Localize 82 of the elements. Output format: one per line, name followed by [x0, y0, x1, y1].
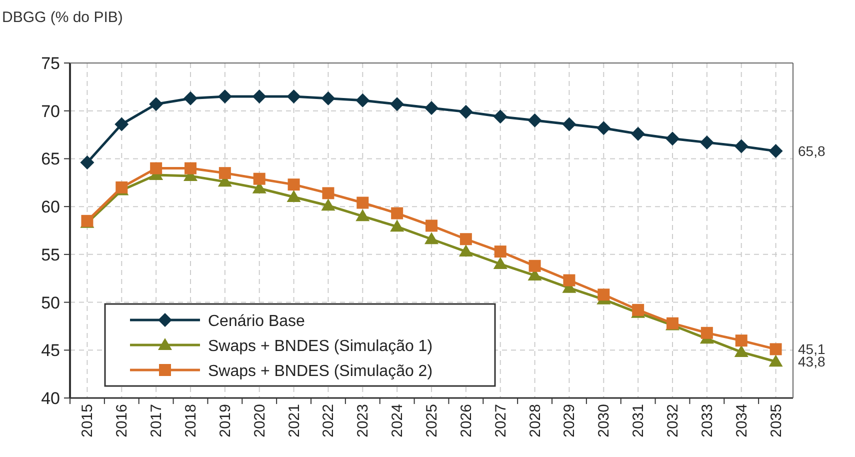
point [734, 345, 748, 358]
point [424, 100, 438, 115]
point [768, 354, 783, 367]
point [528, 113, 542, 128]
point [390, 220, 404, 232]
point [184, 91, 198, 106]
point [562, 117, 576, 132]
y-tick-label: 65 [41, 150, 60, 169]
point [252, 90, 266, 104]
point [734, 139, 748, 154]
point [80, 156, 94, 170]
point [286, 90, 301, 104]
point [114, 117, 129, 132]
legend-label: Cenário Base [208, 313, 306, 330]
legend-label: Swaps + BNDES (Simulação 2) [208, 363, 433, 380]
x-tick-label: 2029 [561, 404, 578, 438]
x-tick-label: 2019 [216, 404, 234, 438]
x-tick-label: 2035 [768, 404, 785, 438]
point [356, 209, 370, 222]
point [493, 257, 508, 269]
x-tick-label: 2021 [286, 404, 303, 438]
point [391, 207, 404, 220]
point [356, 196, 369, 209]
point [598, 288, 610, 301]
point [390, 97, 404, 112]
x-tick-label: 2032 [664, 404, 682, 438]
x-tick-label: 2027 [492, 404, 510, 438]
point [700, 326, 713, 339]
y-axis-title: DBGG (% do PIB) [2, 9, 123, 26]
x-tick-label: 2016 [114, 404, 131, 438]
point [426, 220, 438, 232]
point [666, 132, 680, 146]
point [596, 121, 611, 136]
x-tick-label: 2022 [320, 404, 338, 438]
x-tick-label: 2025 [424, 404, 440, 438]
point [458, 104, 473, 119]
point [218, 167, 231, 180]
point [322, 187, 334, 200]
x-tick-label: 2015 [79, 404, 96, 438]
x-tick-label: 2033 [698, 404, 716, 438]
x-tick-label: 2020 [251, 404, 268, 438]
y-tick-label: 40 [41, 389, 60, 408]
point [528, 260, 541, 272]
point [735, 334, 748, 347]
point [563, 274, 576, 286]
point [150, 162, 162, 174]
point [321, 198, 336, 211]
x-tick-label: 2024 [389, 404, 406, 438]
x-tick-label: 2028 [526, 404, 544, 438]
y-tick-label: 55 [41, 245, 60, 264]
point [770, 343, 782, 356]
data-label: 45,1 [798, 341, 826, 358]
point [460, 233, 472, 246]
x-tick-label: 2018 [182, 404, 200, 438]
x-tick-label: 2017 [148, 404, 166, 438]
y-tick-label: 45 [41, 341, 60, 360]
point [218, 90, 232, 104]
legend-label: Swaps + BNDES (Simulação 1) [208, 338, 433, 355]
y-tick-label: 60 [41, 198, 60, 217]
point [286, 190, 301, 202]
x-tick-label: 2034 [733, 404, 750, 438]
point [494, 246, 506, 258]
x-tick-label: 2030 [596, 404, 613, 438]
y-tick-label: 75 [41, 54, 60, 73]
point [288, 178, 300, 191]
point [356, 93, 370, 108]
point [253, 172, 266, 185]
y-tick-label: 70 [41, 102, 60, 121]
point [458, 244, 473, 257]
x-tick-label: 2031 [630, 404, 648, 438]
point [700, 135, 714, 150]
point [631, 126, 646, 141]
point [149, 97, 164, 112]
point [424, 232, 438, 244]
x-tick-label: 2023 [354, 404, 372, 438]
data-label: 65,8 [798, 143, 826, 160]
point [184, 162, 196, 174]
y-tick-label: 50 [41, 293, 60, 312]
x-tick-label: 2026 [458, 404, 475, 438]
point [493, 110, 508, 124]
point [321, 91, 336, 106]
point [768, 144, 783, 158]
